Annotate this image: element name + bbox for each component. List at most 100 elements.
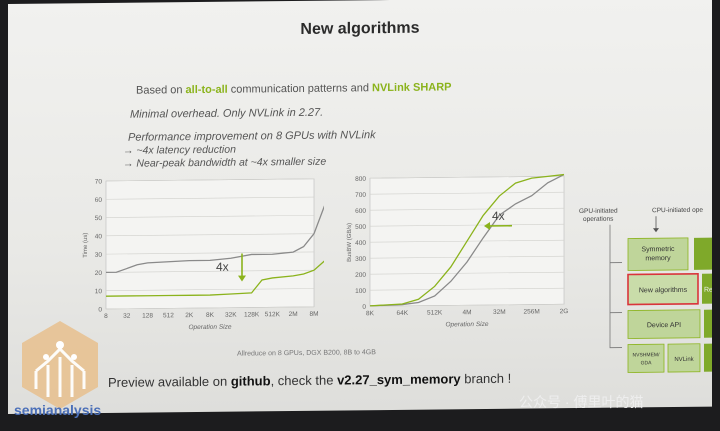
y-tick-label: 800	[355, 176, 366, 183]
y-axis-label: Time (us)	[83, 233, 89, 258]
y-tick-label: 200	[355, 272, 366, 279]
x-tick-label: 32M	[493, 309, 506, 316]
gridline-0	[370, 303, 564, 307]
line1-middle: communication patterns and	[227, 82, 373, 96]
gridline-50	[106, 215, 314, 218]
box-re	[702, 273, 712, 304]
highlight-all-to-all: all-to-all	[185, 83, 228, 97]
gridline-10	[106, 288, 314, 291]
x-tick-label: 8M	[309, 311, 318, 318]
gridline-40	[106, 233, 314, 237]
y-tick-label: 400	[355, 240, 366, 247]
slide-footer: Preview available on github, check the v…	[108, 371, 511, 390]
footer-github: github	[230, 373, 271, 389]
box-device-api-text: Device API	[647, 322, 681, 329]
y-tick-label: 10	[95, 288, 103, 295]
box-symmetric-text-2: memory	[645, 255, 671, 262]
y-tick-label: 30	[95, 252, 103, 259]
box-symmetric-memory	[627, 237, 689, 271]
x-tick-label: 8	[104, 313, 108, 320]
semianalysis-logo-text: semianalysis	[14, 402, 102, 418]
highlight-nvlink-sharp: NVLink SHARP	[372, 81, 452, 95]
x-tick-label: 128	[142, 312, 153, 319]
gpu-ops-label-2: operations	[583, 216, 614, 223]
y-tick-label: 0	[98, 307, 102, 314]
speedup-annotation: 4x	[492, 209, 505, 223]
speedup-annotation: 4x	[216, 260, 229, 274]
footer-suffix: branch !	[460, 370, 512, 387]
x-tick-label: 4M	[462, 309, 471, 316]
x-tick-label: 32K	[225, 312, 237, 319]
footer-prefix: Preview available on	[108, 373, 231, 390]
x-axis-label: Operation Size	[189, 324, 232, 331]
box-nvshmem-text-2: GDA	[641, 360, 652, 366]
y-tick-label: 100	[355, 288, 366, 295]
x-tick-label: 128K	[244, 311, 260, 318]
footer-branch: v2.27_sym_memory	[337, 371, 461, 388]
x-axis-label: Operation Size	[446, 321, 489, 328]
gridline-60	[106, 196, 314, 200]
series-line-1	[369, 173, 565, 307]
gridline-800	[370, 175, 564, 179]
box-nvlink	[667, 343, 701, 373]
y-tick-label: 600	[355, 208, 366, 215]
x-tick-label: 64K	[397, 310, 409, 317]
presentation-slide: New algorithms Based on all-to-all commu…	[8, 0, 712, 414]
box-new-algorithms-text: New algorithms	[639, 287, 688, 295]
x-tick-label: 2G	[560, 308, 569, 315]
y-tick-label: 70	[95, 179, 103, 186]
wechat-watermark: 公众号 · 傅里叶的猫	[519, 394, 644, 410]
y-tick-label: 700	[355, 192, 366, 199]
gpu-ops-label-1: GPU-initiated	[579, 208, 618, 215]
speedup-arrow-head	[238, 275, 246, 282]
slide-line-1: Based on all-to-all communication patter…	[136, 81, 452, 96]
box-green-right-3	[704, 309, 712, 338]
box-re-text: Re	[704, 287, 712, 294]
x-tick-label: 512	[163, 312, 174, 319]
y-tick-label: 500	[355, 224, 366, 231]
cpu-arrow-head	[653, 228, 659, 233]
slide-title: New algorithms	[300, 19, 420, 38]
speedup-arrow-head	[484, 221, 490, 230]
series-line-0	[369, 173, 565, 307]
x-tick-label: 256M	[524, 308, 540, 315]
x-tick-label: 8K	[366, 310, 375, 317]
semianalysis-logo-icon	[22, 321, 98, 409]
line1-prefix: Based on	[136, 84, 186, 97]
x-tick-label: 512K	[427, 309, 443, 316]
box-symmetric-text-1: Symmetric	[641, 246, 675, 253]
chart-caption: Allreduce on 8 GPUs, DGX B200, 8B to 4GB	[237, 349, 376, 358]
x-tick-label: 2K	[185, 312, 194, 319]
box-green-right-1	[694, 237, 712, 270]
gridline-600	[370, 207, 564, 211]
gridline-700	[370, 191, 564, 195]
box-new-algorithms	[627, 272, 699, 306]
y-tick-label: 40	[95, 233, 103, 240]
slide-line-5: → Near-peak bandwidth at ~4x smaller siz…	[123, 155, 327, 170]
gridline-200	[370, 271, 564, 275]
gridline-20	[106, 269, 314, 273]
gridline-30	[106, 251, 314, 255]
slide-line-2: Minimal overhead. Only NVLink in 2.27.	[130, 106, 324, 121]
y-tick-label: 20	[95, 270, 103, 277]
box-nvshmem	[627, 343, 665, 373]
y-axis-label: BusBW (GB/s)	[347, 223, 353, 262]
latency-chart: 0 10 20 30 40 50 60 70 8 32 128 512 2K 8K 32K 128K 512K 2…	[83, 178, 324, 331]
box-green-right-4	[704, 343, 712, 372]
y-tick-label: 0	[362, 304, 366, 311]
box-nvshmem-text-1: NVSHMEM/	[633, 352, 661, 358]
cpu-ops-label: CPU-initiated ope	[652, 207, 703, 215]
box-nvlink-text: NVLink	[674, 357, 694, 363]
architecture-diagram: GPU-initiated operations CPU-initiated o…	[579, 207, 712, 373]
series-line-0	[106, 192, 324, 274]
bracket-line	[609, 224, 622, 349]
footer-middle: , check the	[270, 372, 338, 389]
x-tick-label: 512K	[265, 311, 281, 318]
slide-line-3: Performance improvement on 8 GPUs with N…	[128, 129, 376, 144]
box-device-api	[627, 309, 701, 339]
y-tick-label: 300	[355, 256, 366, 263]
slide-line-4: → ~4x latency reduction	[123, 143, 236, 157]
gridline-0	[106, 306, 314, 310]
gridline-300	[370, 255, 564, 259]
x-tick-label: 2M	[289, 311, 298, 318]
